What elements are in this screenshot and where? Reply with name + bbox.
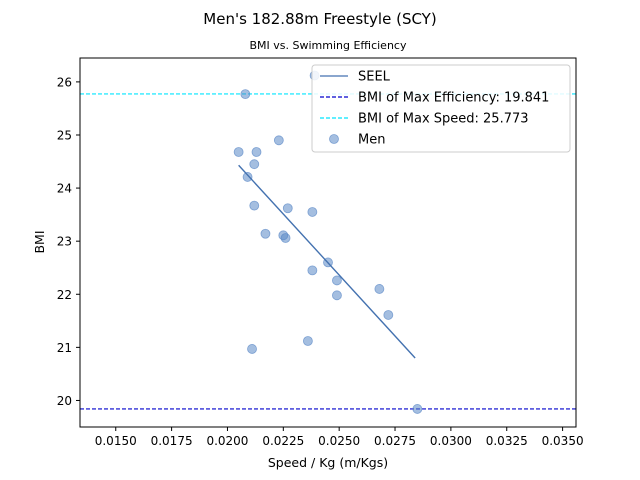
- seel-line: [238, 164, 416, 359]
- men-point-21: [412, 404, 423, 414]
- y-axis-label: BMI: [32, 230, 47, 253]
- x-tick-label-2: 0.0200: [206, 434, 248, 448]
- men-point-20: [302, 336, 313, 346]
- x-tick-label-5: 0.0275: [374, 434, 416, 448]
- men-point-18: [383, 310, 394, 320]
- men-point-5: [249, 159, 260, 170]
- x-tick-label-6: 0.0300: [430, 434, 472, 448]
- men-point-0: [240, 89, 251, 100]
- men-point-7: [249, 200, 260, 211]
- y-tick-label-5: 25: [57, 128, 72, 142]
- y-tick-label-3: 23: [57, 235, 72, 249]
- men-point-16: [332, 290, 342, 301]
- men-point-2: [233, 147, 244, 157]
- y-tick-label-0: 20: [57, 394, 72, 408]
- men-point-3: [251, 147, 262, 157]
- men-point-6: [242, 172, 253, 182]
- men-point-10: [260, 228, 271, 239]
- legend: SEEL BMI of Max Efficiency: 19.841 BMI o…: [311, 64, 571, 153]
- men-point-19: [247, 344, 257, 354]
- legend-men-label: Men: [358, 133, 385, 148]
- y-tick-label-2: 22: [57, 288, 72, 302]
- legend-max-speed-label: BMI of Max Speed: 25.773: [358, 112, 529, 127]
- chart-subtitle: BMI vs. Swimming Efficiency: [250, 39, 407, 52]
- x-tick-label-3: 0.0225: [262, 434, 304, 448]
- x-tick-label-7: 0.0325: [486, 434, 528, 448]
- x-tick-label-8: 0.0350: [542, 434, 584, 448]
- x-tick-label-0: 0.0150: [95, 434, 137, 448]
- y-axis: 20 21 22 23 24 25 26: [57, 75, 80, 408]
- y-tick-label-1: 21: [57, 341, 72, 355]
- men-point-12: [280, 233, 291, 243]
- legend-seel-label: SEEL: [358, 70, 391, 85]
- men-point-4: [273, 135, 284, 146]
- x-tick-label-1: 0.0175: [151, 434, 193, 448]
- x-axis: 0.0150 0.0175 0.0200 0.0225 0.0250 0.0275 0.03…: [95, 427, 584, 448]
- men-point-8: [282, 203, 293, 214]
- chart-title: Men's 182.88m Freestyle (SCY): [203, 10, 436, 28]
- legend-men-marker: [329, 134, 339, 144]
- plot-frame: [79, 57, 577, 428]
- y-tick-label-6: 26: [57, 75, 72, 89]
- men-point-17: [374, 284, 385, 294]
- x-tick-label-4: 0.0250: [318, 434, 360, 448]
- men-point-9: [307, 207, 318, 217]
- legend-frame: [311, 64, 571, 153]
- legend-max-efficiency-label: BMI of Max Efficiency: 19.841: [358, 91, 549, 106]
- men-point-14: [307, 265, 318, 276]
- x-axis-label: Speed / Kg (m/Kgs): [268, 455, 388, 470]
- men-point-15: [332, 275, 342, 286]
- y-tick-label-4: 24: [57, 182, 72, 196]
